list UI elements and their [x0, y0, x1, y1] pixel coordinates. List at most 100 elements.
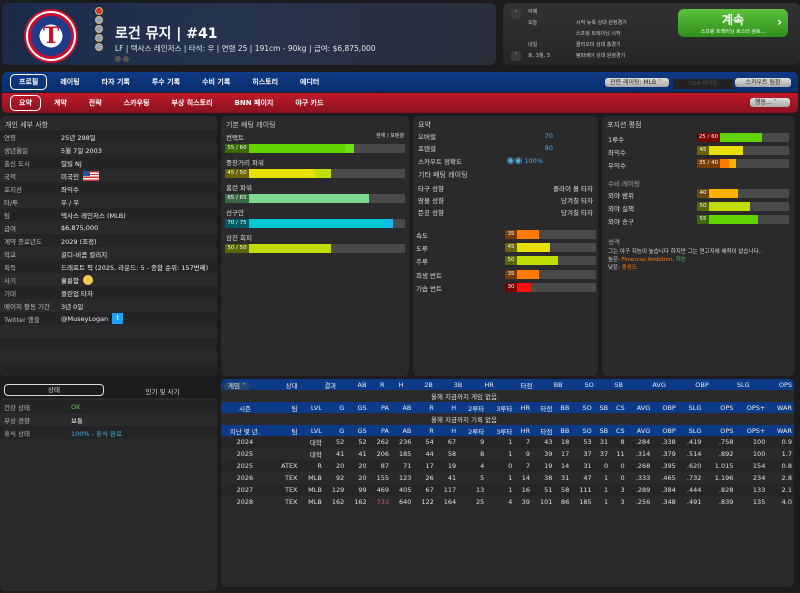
next-player-icon[interactable] [123, 56, 129, 62]
schedule-event[interactable]: 탬파베이 상대 원정경기 [576, 53, 626, 59]
col-header[interactable]: 타점 [495, 379, 535, 390]
col-header[interactable]: 3B [434, 379, 465, 390]
award-badge-icon[interactable] [95, 34, 103, 42]
schedule-event[interactable]: 시작 뉴욕 상대 원정경기 [576, 20, 627, 26]
rating-select[interactable]: 관련 레이팅: MLB ˅ [605, 78, 669, 87]
col-header[interactable]: PA [368, 402, 391, 413]
col-header[interactable]: AVG [626, 425, 653, 436]
col-header[interactable]: SO [571, 402, 594, 413]
col-header[interactable]: HR [514, 425, 532, 436]
col-header[interactable]: BB [554, 402, 572, 413]
col-header[interactable]: LVL [299, 402, 324, 413]
col-header[interactable]: 결과 [299, 379, 339, 390]
col-header[interactable]: WAR [767, 425, 794, 436]
col-header[interactable]: CS [610, 425, 627, 436]
col-header[interactable]: OPS [703, 402, 736, 413]
tab-status[interactable]: 상태 [4, 384, 104, 396]
tab-ratings[interactable]: 레이팅 [60, 78, 80, 86]
col-header[interactable]: H [435, 425, 459, 436]
schedule-event[interactable]: 클리오미 상대 홈경기 [576, 42, 621, 48]
tab-pitching-stats[interactable]: 투수 기록 [151, 78, 181, 86]
col-header[interactable]: SLG [677, 425, 704, 436]
col-header[interactable]: 상대 [261, 379, 300, 390]
award-badge-icon[interactable] [95, 43, 103, 51]
table-row[interactable]: 2027 TEX MLB 129 99 469 405 67 117 13 1 16 51 58 111 1 3… [221, 484, 794, 496]
col-header[interactable]: G [323, 425, 347, 436]
table-row[interactable]: 2028 TEX MLB 162 162 733 640 122 164 25 4 39 101 86 18… [221, 496, 794, 508]
col-header[interactable]: CS [610, 402, 627, 413]
col-header[interactable]: 팀 [270, 402, 300, 413]
tab-scouting[interactable]: 스카우팅 [123, 99, 150, 107]
col-header[interactable]: SO [564, 379, 596, 390]
schedule-event[interactable]: 스프링 트레이닝 시작 [576, 31, 621, 37]
scroll-down-icon[interactable]: ˅ [511, 51, 521, 61]
tab-fielding-stats[interactable]: 수비 기록 [202, 78, 231, 86]
table-row[interactable]: 2025 ATEX R 20 20 87 71 17 19 4 0 7 19 14 31 0 0.268.395… [221, 460, 794, 472]
action-select[interactable]: 행동... ˅ [750, 98, 790, 107]
col-header[interactable]: OBP [652, 402, 678, 413]
col-header[interactable]: SB [593, 425, 611, 436]
twitter-icon[interactable]: t [112, 313, 124, 324]
table-row[interactable]: 2025 대학 41 41 206 185 44 58 8 1 9 39 17 37 37 11 .314 .37… [221, 448, 794, 460]
col-header[interactable]: BB [554, 425, 572, 436]
detail-value[interactable]: 텍사스 레인저스 (MLB) [61, 211, 126, 220]
detail-value[interactable]: 밀빌 NJ [61, 159, 82, 168]
col-header[interactable]: GS [346, 425, 369, 436]
game-select[interactable]: 게임 ˅ [224, 381, 250, 390]
col-header[interactable]: HR [464, 379, 496, 390]
table-row[interactable]: 2026 TEX MLB 92 20 155 123 26 41 5 1 14 38 31 47 1 0 .333… [221, 472, 794, 484]
award-badge-icon[interactable] [95, 7, 103, 15]
col-header[interactable]: SO [571, 425, 594, 436]
col-header[interactable]: 시즌 [221, 402, 271, 413]
col-header[interactable]: OPS+ [735, 402, 768, 413]
col-header[interactable]: OPS+ [735, 425, 768, 436]
tab-baseball-card[interactable]: 야구 카드 [295, 99, 324, 107]
col-header[interactable]: AVG [625, 379, 668, 390]
tab-bnn-page[interactable]: BNN 페이지 [234, 99, 274, 107]
col-header[interactable]: OPS [751, 379, 794, 390]
award-badge-icon[interactable] [95, 16, 103, 24]
col-header[interactable]: AB [338, 379, 369, 390]
col-header[interactable]: 팀 [270, 425, 300, 436]
tab-batting-stats[interactable]: 타자 기록 [101, 78, 130, 86]
tab-contract[interactable]: 계약 [53, 99, 67, 107]
col-header[interactable]: AB [391, 425, 414, 436]
col-header[interactable]: HR [514, 402, 532, 413]
col-header[interactable]: OPS [703, 425, 736, 436]
col-header[interactable]: SB [593, 402, 611, 413]
col-header[interactable]: 3루타 [486, 402, 515, 413]
col-header[interactable]: 타점 [532, 402, 555, 413]
col-header[interactable]: G [323, 402, 347, 413]
col-header[interactable]: 타점 [532, 425, 555, 436]
col-header[interactable]: R [413, 402, 436, 413]
tab-popularity[interactable]: 인기 및 사기 [145, 388, 180, 396]
tab-history[interactable]: 히스토리 [252, 78, 279, 86]
col-header[interactable]: 지난 몇 년. [221, 425, 271, 436]
tab-summary[interactable]: 요약 [10, 95, 41, 111]
col-header[interactable]: H [386, 379, 406, 390]
col-header[interactable]: 3루타 [486, 425, 515, 436]
col-header[interactable]: PA [368, 425, 391, 436]
col-header[interactable]: R [413, 425, 436, 436]
col-header[interactable]: OBP [667, 379, 711, 390]
col-header[interactable]: WAR [767, 402, 794, 413]
prev-player-icon[interactable] [115, 56, 121, 62]
col-header[interactable]: 2루타 [458, 402, 487, 413]
col-header[interactable]: SLG [677, 402, 704, 413]
tab-profile[interactable]: 프로필 [10, 74, 48, 90]
col-header[interactable]: AB [391, 402, 414, 413]
col-header[interactable]: R [368, 379, 387, 390]
col-header[interactable]: OBP [652, 425, 678, 436]
scroll-up-icon[interactable]: ˄ [511, 9, 521, 19]
scout-button[interactable]: 스카우트 팀장 [735, 78, 791, 87]
col-header[interactable]: BB [534, 379, 565, 390]
award-badge-icon[interactable] [95, 25, 103, 33]
col-header[interactable]: 2루타 [458, 425, 487, 436]
tab-strategy[interactable]: 전략 [88, 99, 102, 107]
tab-editor[interactable]: 에디터 [300, 78, 320, 86]
col-header[interactable]: SLG [710, 379, 752, 390]
col-header[interactable]: LVL [299, 425, 324, 436]
col-header[interactable]: GS [346, 402, 369, 413]
col-header[interactable]: H [435, 402, 459, 413]
tab-injury-history[interactable]: 부상 히스토리 [171, 99, 213, 107]
